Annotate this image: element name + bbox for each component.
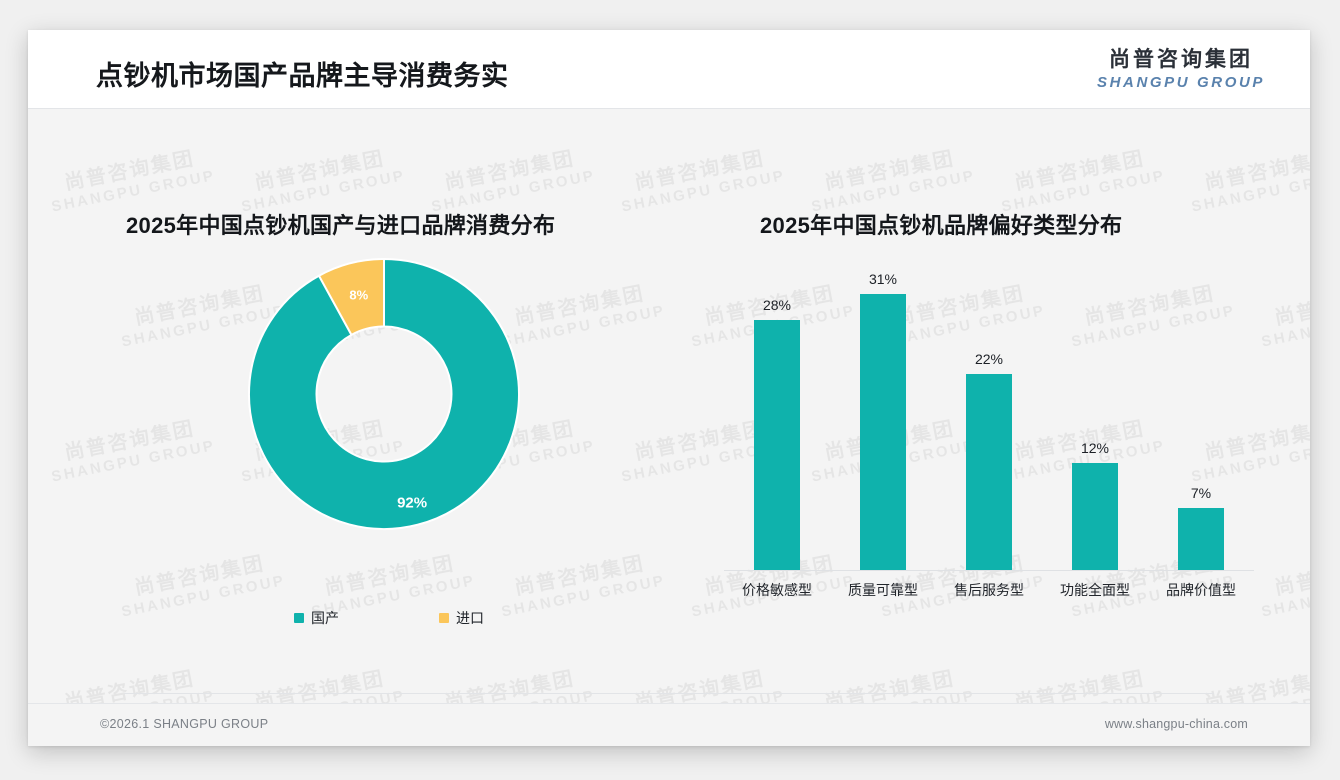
chart-panel-donut: 2025年中国点钞机国产与进口品牌消费分布 92% 8% 国产 进口 bbox=[68, 108, 678, 668]
bar-售后服务型[interactable] bbox=[966, 373, 1012, 570]
donut-chart: 92% 8% bbox=[244, 254, 524, 534]
slide-footer: ©2026.1 SHANGPU GROUP www.shangpu-china.… bbox=[28, 703, 1310, 746]
bar-column: 12% bbox=[1044, 258, 1146, 570]
legend-label: 国产 bbox=[311, 610, 339, 626]
legend-item-国产[interactable]: 国产 bbox=[294, 608, 339, 628]
bar-value-label: 28% bbox=[762, 297, 792, 314]
bar-category-label: 品牌价值型 bbox=[1166, 582, 1236, 598]
bar-value-label: 12% bbox=[1080, 440, 1110, 457]
brand-logo: 尚普咨询集团 SHANGPU GROUP bbox=[1097, 48, 1265, 92]
footnote-divider bbox=[124, 693, 1214, 694]
bar-value-label: 7% bbox=[1190, 484, 1212, 501]
donut-slice-value-进口: 8% bbox=[349, 287, 368, 302]
slide-header: 点钞机市场国产品牌主导消费务实 尚普咨询集团 SHANGPU GROUP bbox=[28, 30, 1310, 109]
bar-category-label: 质量可靠型 bbox=[848, 582, 918, 598]
bar-column: 22% bbox=[938, 258, 1040, 570]
donut-legend: 国产 进口 bbox=[244, 608, 534, 628]
bar-category-label: 售后服务型 bbox=[954, 582, 1024, 598]
bar-column: 28% bbox=[726, 258, 828, 570]
bar-chart-axis-line bbox=[724, 570, 1254, 571]
bar-column: 7% bbox=[1150, 258, 1252, 570]
brand-logo-cn: 尚普咨询集团 bbox=[1109, 48, 1253, 71]
donut-slice-国产[interactable] bbox=[248, 257, 520, 530]
legend-item-进口[interactable]: 进口 bbox=[439, 608, 484, 628]
bar-category-label: 功能全面型 bbox=[1060, 582, 1130, 598]
bar-chart-plot: 28% 31% 22% 12% 7% bbox=[724, 258, 1254, 570]
chart-panel-bar: 2025年中国点钞机品牌偏好类型分布 28% 31% 22% 12% 7% 价格敏感型 质… bbox=[688, 108, 1288, 668]
slide-canvas: 尚普咨询集团 SHANGPU GROUP 尚普咨询集团 SHANGPU GROUP 尚普… bbox=[28, 30, 1310, 746]
donut-slice-value-国产: 92% bbox=[397, 494, 427, 511]
page-title: 点钞机市场国产品牌主导消费务实 bbox=[96, 61, 509, 91]
donut-chart-title: 2025年中国点钞机国产与进口品牌消费分布 bbox=[126, 213, 556, 238]
bar-value-label: 31% bbox=[868, 270, 898, 287]
bar-品牌价值型[interactable] bbox=[1178, 507, 1224, 570]
legend-label: 进口 bbox=[456, 610, 484, 626]
bar-category-label: 价格敏感型 bbox=[742, 582, 812, 598]
legend-swatch-icon bbox=[439, 613, 449, 623]
slide-body: 2025年中国点钞机国产与进口品牌消费分布 92% 8% 国产 进口 2025年中国… bbox=[28, 108, 1310, 668]
website-url[interactable]: www.shangpu-china.com bbox=[1104, 717, 1248, 731]
bar-column: 31% bbox=[832, 258, 934, 570]
brand-logo-en: SHANGPU GROUP bbox=[1097, 73, 1265, 91]
copyright-text: ©2026.1 SHANGPU GROUP bbox=[100, 717, 269, 731]
bar-value-label: 22% bbox=[974, 350, 1004, 367]
bar-chart-title: 2025年中国点钞机品牌偏好类型分布 bbox=[760, 213, 1123, 238]
bar-功能全面型[interactable] bbox=[1072, 463, 1118, 570]
bar-质量可靠型[interactable] bbox=[860, 293, 906, 570]
donut-slice-进口[interactable] bbox=[317, 257, 385, 337]
donut-chart-svg: 92% 8% bbox=[248, 257, 520, 530]
bar-价格敏感型[interactable] bbox=[754, 320, 800, 570]
bar-chart-category-labels: 价格敏感型 质量可靠型 售后服务型 功能全面型 品牌价值型 bbox=[724, 580, 1254, 610]
legend-swatch-icon bbox=[294, 613, 304, 623]
